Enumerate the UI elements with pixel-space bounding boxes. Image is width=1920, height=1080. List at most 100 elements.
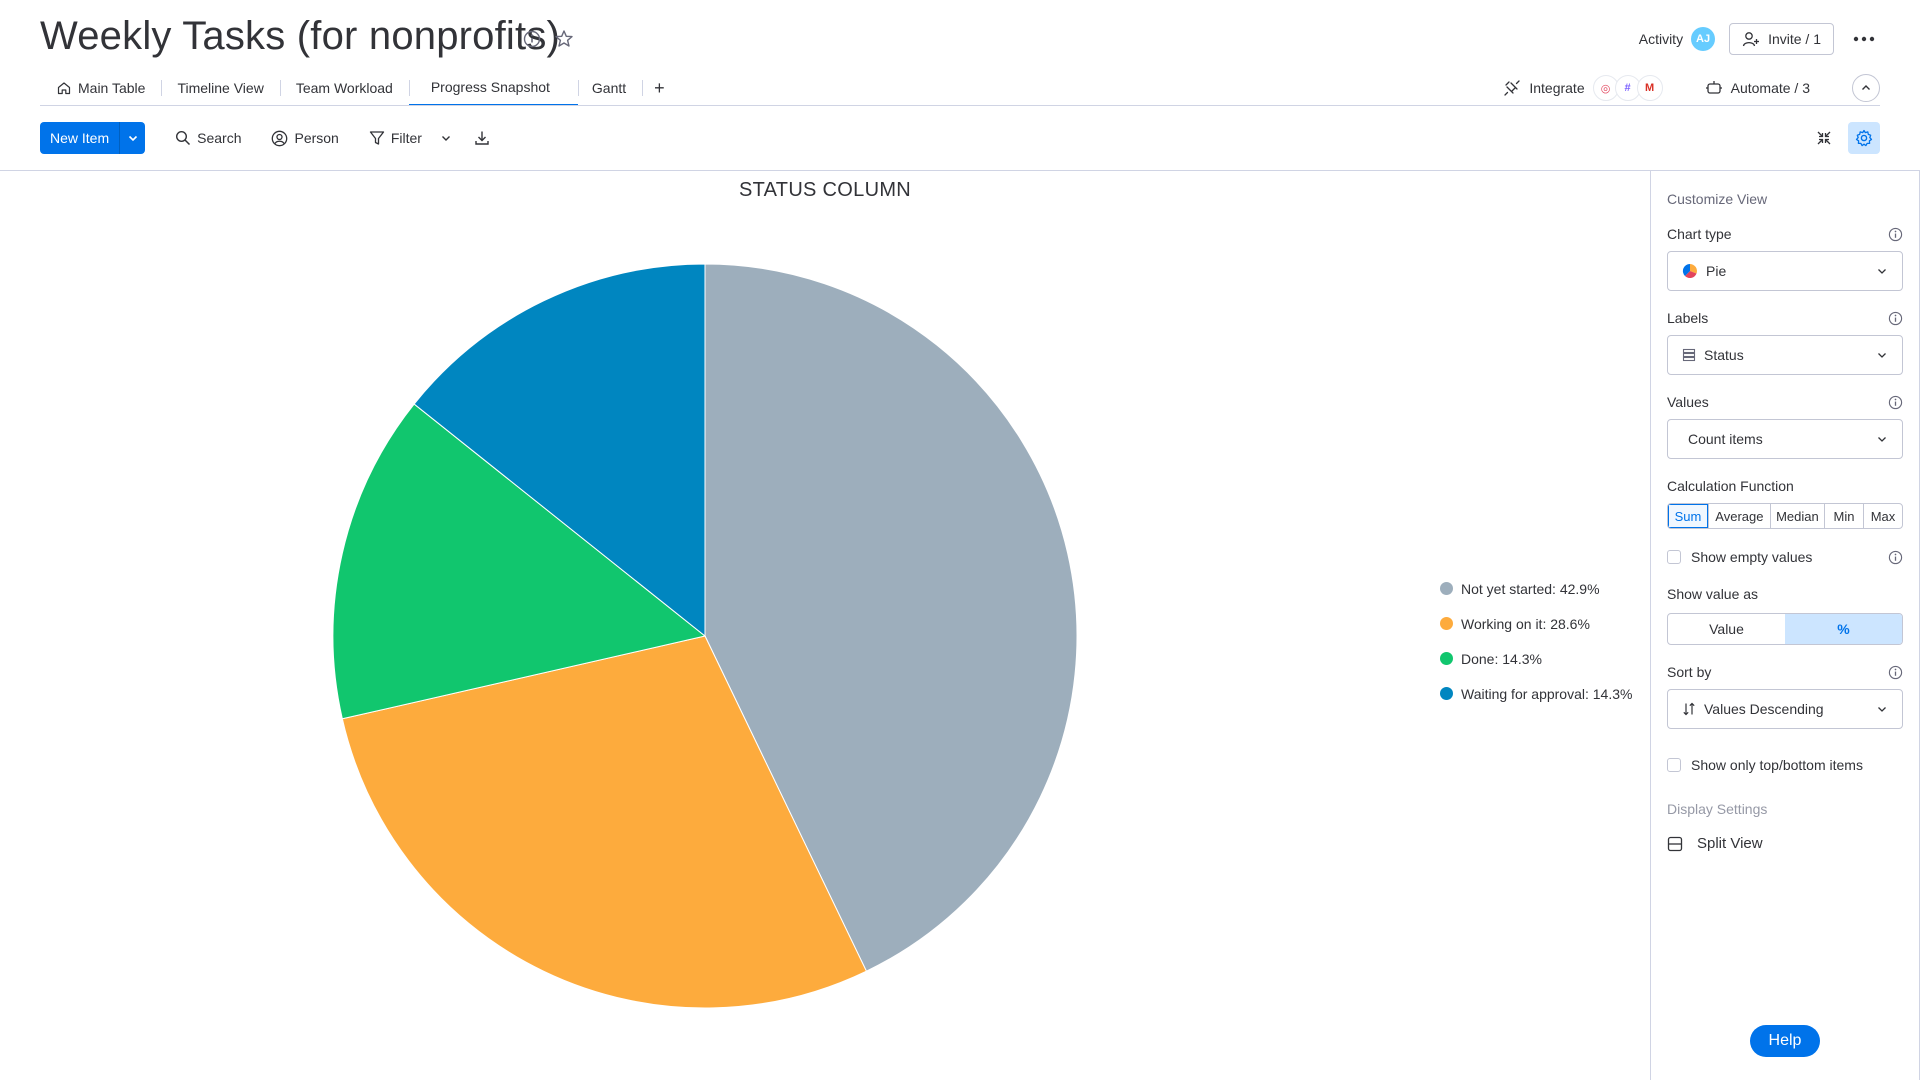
info-icon[interactable] [521, 28, 543, 50]
invite-label: Invite / 1 [1768, 31, 1821, 47]
tab-progress-snapshot[interactable]: Progress Snapshot [408, 70, 578, 106]
plug-icon [1504, 80, 1520, 96]
top-bottom-checkbox[interactable] [1667, 758, 1681, 772]
calc-function-label-text: Calculation Function [1667, 478, 1794, 494]
values-label-text: Values [1667, 394, 1709, 410]
legend-item[interactable]: Not yet started: 42.9% [1440, 571, 1632, 606]
person-icon [272, 130, 288, 146]
new-item-dropdown[interactable] [119, 122, 145, 154]
status-column-icon [1682, 348, 1696, 362]
board-title[interactable]: Weekly Tasks (for nonprofits) [40, 14, 561, 58]
calc-option-min[interactable]: Min [1824, 504, 1863, 528]
gear-icon [1855, 129, 1873, 147]
chevron-down-icon [1878, 269, 1886, 274]
labels-dropdown[interactable]: Status [1667, 335, 1903, 375]
tab-label: Progress Snapshot [430, 79, 550, 95]
tab-label: Main Table [78, 80, 146, 96]
values-value: Count items [1688, 431, 1763, 447]
info-icon[interactable] [1888, 227, 1903, 242]
show-value-as-label-text: Show value as [1667, 586, 1759, 602]
legend-item[interactable]: Done: 14.3% [1440, 641, 1632, 676]
legend-color-dot [1440, 617, 1453, 630]
view-tabs: Main Table Timeline View Team Workload P… [40, 70, 677, 106]
tab-gantt[interactable]: Gantt [577, 70, 642, 106]
chart-type-label-text: Chart type [1667, 226, 1732, 242]
legend-label: Not yet started: 42.9% [1461, 580, 1600, 597]
new-item-button[interactable]: New Item [40, 122, 146, 154]
collapse-header-button[interactable] [1852, 74, 1880, 102]
top-bottom-label: Show only top/bottom items [1691, 757, 1863, 773]
show-empty-values-checkbox[interactable] [1667, 550, 1681, 564]
new-item-label[interactable]: New Item [50, 130, 110, 146]
chevron-down-icon [1878, 353, 1886, 358]
legend-color-dot [1440, 687, 1453, 700]
labels-label-text: Labels [1667, 310, 1709, 326]
fullscreen-button[interactable] [1808, 122, 1840, 154]
integrate-button[interactable]: Integrate ◎ # M [1503, 75, 1663, 101]
integrate-label: Integrate [1529, 80, 1585, 96]
robot-icon [1705, 81, 1722, 94]
integration-icons: ◎ # M [1592, 75, 1663, 101]
settings-button[interactable] [1848, 122, 1880, 154]
info-icon[interactable] [1888, 550, 1903, 565]
download-icon [475, 131, 489, 145]
sort-icon [1683, 702, 1695, 716]
filter-dropdown[interactable] [432, 122, 460, 154]
display-settings-heading: Display Settings [1667, 801, 1768, 817]
star-icon[interactable] [553, 28, 575, 50]
calc-option-average[interactable]: Average [1708, 504, 1770, 528]
pie-slice-not-yet-started[interactable] [704, 263, 1078, 972]
panel-heading: Customize View [1667, 191, 1768, 207]
search-button[interactable]: Search [163, 122, 253, 154]
tab-label: Gantt [591, 80, 627, 96]
add-view-button[interactable]: + [642, 70, 677, 106]
calc-option-max[interactable]: Max [1863, 504, 1902, 528]
filter-button[interactable]: Filter [357, 122, 426, 154]
split-view-label: Split View [1697, 835, 1763, 852]
more-options-button[interactable] [1848, 23, 1880, 55]
filter-label: Filter [390, 130, 422, 146]
help-button[interactable]: Help [1750, 1025, 1820, 1057]
labels-label: Labels [1667, 309, 1903, 327]
calc-option-sum[interactable]: Sum [1668, 504, 1708, 528]
chart-area: STATUS COLUMN Not yet started: 42.9% Work… [0, 171, 1650, 1080]
legend-label: Waiting for approval: 14.3% [1461, 685, 1633, 702]
tab-team-workload[interactable]: Team Workload [279, 70, 409, 106]
show-as-percent-option[interactable]: % [1785, 614, 1902, 644]
activity-button[interactable]: Activity AJ [1638, 27, 1716, 51]
info-icon[interactable] [1888, 311, 1903, 326]
chart-type-label: Chart type [1667, 225, 1903, 243]
tab-main-table[interactable]: Main Table [40, 70, 161, 106]
search-icon [176, 130, 191, 146]
integration-app-icon: ◎ [1592, 75, 1619, 101]
export-button[interactable] [466, 122, 498, 154]
person-filter-button[interactable]: Person [259, 122, 350, 154]
calc-option-median[interactable]: Median [1769, 504, 1824, 528]
board-integrations: Integrate ◎ # M Automate / 3 [1503, 72, 1880, 104]
board-toolbar: New Item Search Person Filter [40, 122, 498, 154]
view-actions [1808, 122, 1880, 154]
show-as-value-option[interactable]: Value [1709, 621, 1744, 637]
legend-item[interactable]: Working on it: 28.6% [1440, 606, 1632, 641]
values-dropdown[interactable]: Count items [1667, 419, 1903, 459]
tab-label: Timeline View [177, 80, 264, 96]
add-person-icon [1742, 32, 1760, 47]
sort-by-label-text: Sort by [1667, 664, 1712, 680]
activity-label: Activity [1638, 31, 1684, 47]
pie-slice-waiting-for-approval[interactable] [413, 263, 706, 638]
pie-slice-working-on-it[interactable] [341, 635, 868, 1009]
pie-slice-done[interactable] [332, 403, 707, 720]
tab-timeline-view[interactable]: Timeline View [161, 70, 279, 106]
filter-icon [369, 131, 384, 145]
split-view-option[interactable]: Split View [1667, 835, 1903, 852]
more-dots-icon [1853, 36, 1875, 42]
chart-type-dropdown[interactable]: Pie [1667, 251, 1903, 291]
sort-by-dropdown[interactable]: Values Descending [1667, 689, 1903, 729]
automate-button[interactable]: Automate / 3 [1705, 80, 1810, 96]
info-icon[interactable] [1888, 395, 1903, 410]
invite-button[interactable]: Invite / 1 [1729, 23, 1834, 55]
labels-value: Status [1704, 347, 1744, 363]
info-icon[interactable] [1888, 665, 1903, 680]
pie-chart[interactable] [330, 261, 1080, 1011]
legend-item[interactable]: Waiting for approval: 14.3% [1440, 676, 1632, 711]
